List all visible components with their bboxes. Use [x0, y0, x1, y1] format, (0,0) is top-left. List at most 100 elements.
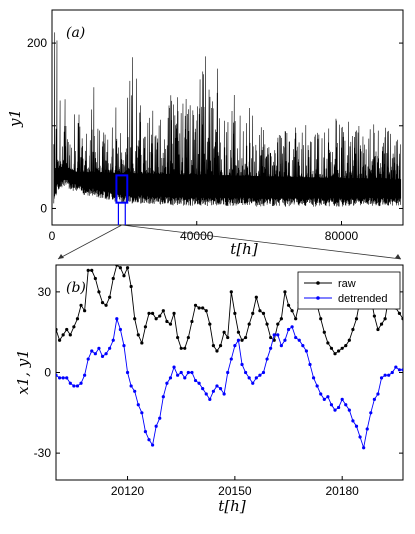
- panel-b-xtick-label: 20150: [218, 484, 252, 498]
- data-point-raw: [344, 344, 348, 348]
- data-point-detrended: [108, 346, 112, 350]
- data-point-raw: [125, 266, 130, 270]
- legend: raw detrended: [297, 271, 401, 310]
- data-point-raw: [179, 346, 183, 350]
- data-point-raw: [104, 303, 108, 307]
- data-point-detrended: [140, 411, 144, 415]
- data-point-raw: [322, 330, 326, 334]
- panel-b-ytick-label: 0: [44, 366, 51, 380]
- data-point-raw: [118, 266, 122, 270]
- panel-a-xlabel: t[h]: [230, 240, 258, 258]
- data-point-detrended: [269, 346, 273, 350]
- data-point-detrended: [294, 335, 298, 340]
- data-point-detrended: [369, 411, 373, 415]
- data-point-detrended: [229, 357, 233, 361]
- data-point-raw: [86, 268, 90, 272]
- data-point-raw: [201, 306, 205, 310]
- data-point-detrended: [279, 344, 283, 348]
- data-point-detrended: [315, 384, 319, 388]
- data-point-raw: [251, 311, 255, 315]
- data-point-detrended: [265, 357, 269, 361]
- data-point-raw: [154, 317, 158, 321]
- data-point-raw: [401, 317, 403, 321]
- data-point-detrended: [394, 365, 398, 369]
- data-point-detrended: [401, 368, 403, 372]
- data-point-detrended: [176, 373, 180, 377]
- data-point-raw: [276, 322, 280, 326]
- data-point-detrended: [97, 346, 101, 350]
- data-point-detrended: [79, 381, 83, 385]
- data-point-detrended: [136, 403, 140, 407]
- zoom-highlight-box: [115, 174, 129, 204]
- data-point-detrended: [93, 352, 97, 356]
- data-point-detrended: [329, 403, 334, 407]
- data-point-raw: [279, 317, 283, 321]
- data-point-detrended: [165, 381, 169, 385]
- data-point-detrended: [68, 381, 72, 385]
- data-point-detrended: [233, 344, 237, 348]
- data-point-raw: [286, 303, 291, 307]
- data-point-raw: [226, 335, 230, 340]
- data-point-raw: [150, 311, 155, 315]
- data-point-raw: [347, 338, 351, 342]
- data-point-detrended: [215, 384, 219, 388]
- data-point-raw: [136, 333, 140, 337]
- data-point-detrended: [193, 378, 198, 383]
- data-point-raw: [215, 349, 219, 353]
- data-point-raw: [97, 290, 101, 294]
- data-point-detrended: [383, 373, 387, 377]
- panel-b: 20120 20150 20180 -30 0 30 (b) t[h] x1, y1 ra…: [14, 264, 404, 515]
- data-point-detrended: [125, 370, 130, 375]
- data-point-raw: [254, 295, 258, 299]
- panel-b-xlabel: t[h]: [218, 497, 246, 515]
- data-point-raw: [168, 322, 173, 326]
- data-point-raw: [161, 309, 165, 313]
- data-point-detrended: [311, 376, 316, 380]
- data-point-raw: [90, 268, 94, 272]
- data-point-raw: [165, 319, 169, 324]
- data-point-raw: [329, 346, 334, 350]
- data-point-raw: [65, 327, 69, 332]
- panel-a-label: (a): [66, 25, 85, 41]
- data-point-detrended: [147, 438, 151, 442]
- data-point-detrended: [390, 370, 394, 375]
- data-point-detrended: [86, 357, 90, 361]
- data-point-detrended: [379, 376, 384, 380]
- data-point-detrended: [65, 376, 69, 380]
- data-point-raw: [208, 322, 212, 326]
- data-point-detrended: [322, 397, 326, 401]
- data-point-detrended: [143, 430, 148, 434]
- data-point-raw: [351, 327, 355, 332]
- data-point-raw: [337, 349, 341, 353]
- data-point-detrended: [61, 376, 65, 380]
- data-point-detrended: [387, 373, 391, 377]
- legend-box: [297, 271, 401, 310]
- data-point-raw: [68, 333, 72, 337]
- data-point-raw: [261, 311, 266, 315]
- data-point-detrended: [111, 338, 115, 342]
- series-line-detrended: [56, 318, 403, 450]
- data-point-raw: [211, 344, 215, 348]
- data-point-detrended: [211, 389, 215, 393]
- legend-raw-label: raw: [338, 278, 356, 290]
- data-point-detrended: [90, 349, 94, 353]
- data-point-raw: [61, 333, 65, 337]
- data-point-detrended: [179, 370, 183, 375]
- data-point-raw: [115, 265, 119, 267]
- data-point-raw: [83, 309, 87, 313]
- panel-b-ticks: 20120 20150 20180 -30 0 30: [34, 285, 403, 498]
- data-point-detrended: [354, 424, 359, 428]
- data-point-detrended: [290, 325, 294, 329]
- data-point-detrended: [283, 338, 287, 342]
- data-point-detrended: [172, 365, 176, 369]
- data-point-raw: [218, 344, 223, 348]
- data-point-detrended: [351, 419, 355, 423]
- data-point-detrended: [201, 387, 205, 391]
- data-point-raw: [143, 325, 148, 329]
- panel-b-xtick-label: 20120: [111, 484, 145, 498]
- data-point-detrended: [161, 395, 165, 399]
- connector-left: [57, 224, 123, 260]
- data-point-detrended: [150, 443, 155, 447]
- legend-raw-marker: [316, 281, 320, 285]
- data-point-raw: [204, 309, 208, 313]
